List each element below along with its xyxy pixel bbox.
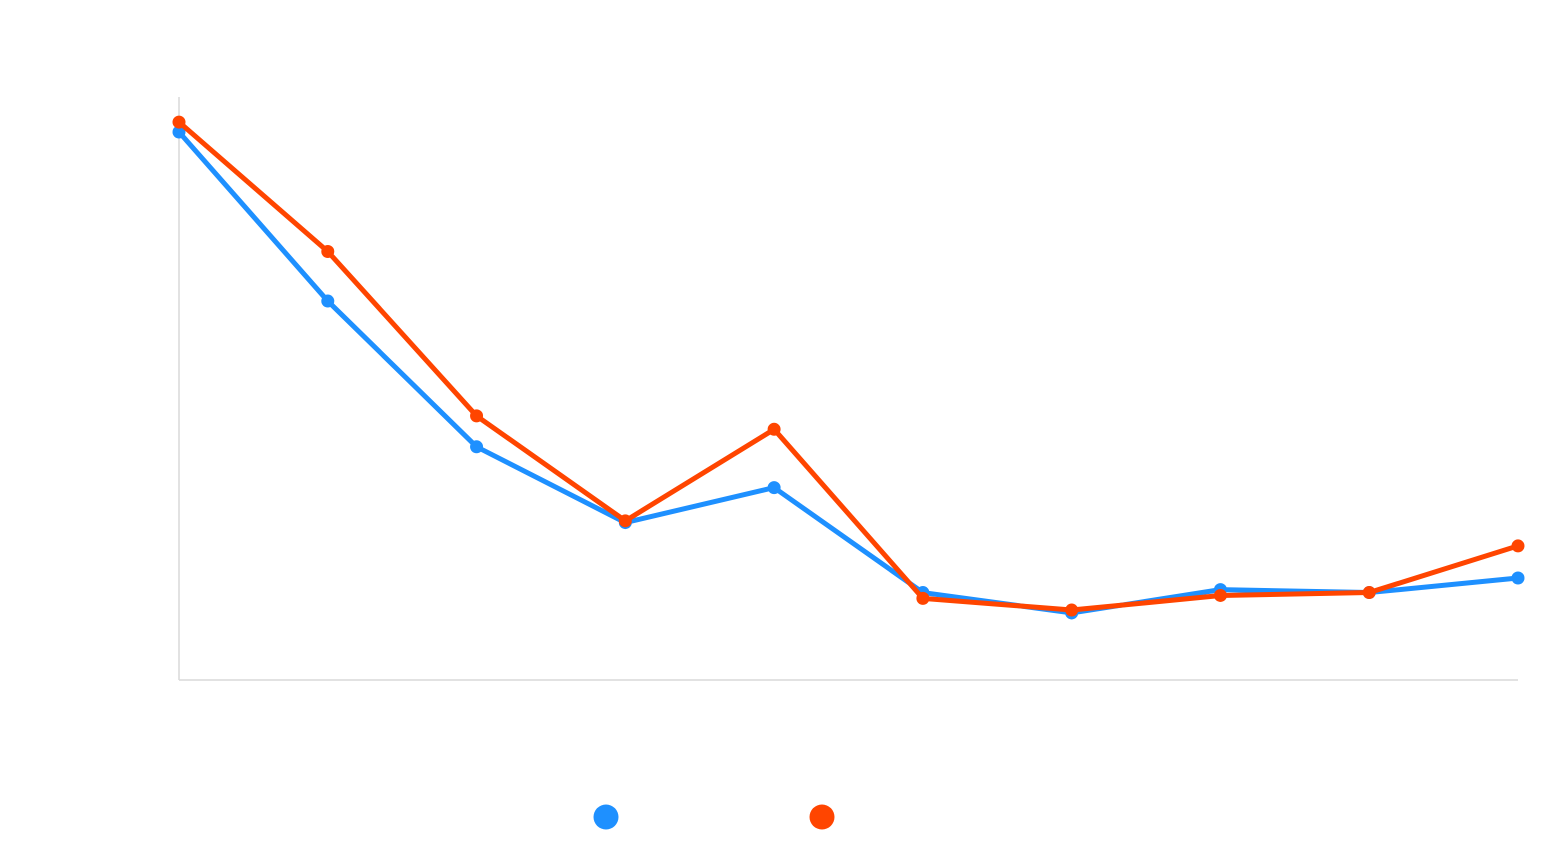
series-2-point[interactable]	[916, 591, 930, 605]
series-2-point[interactable]	[1362, 586, 1376, 600]
legend-item-1[interactable]	[593, 804, 619, 830]
series-2-point[interactable]	[1213, 588, 1227, 602]
legend-swatch-2	[809, 804, 835, 830]
series-1-point[interactable]	[1511, 571, 1525, 585]
legend-item-2[interactable]	[809, 804, 835, 830]
series-1-point[interactable]	[172, 125, 186, 139]
series-2	[172, 115, 1525, 617]
series-2-point[interactable]	[470, 409, 484, 423]
series-group	[172, 115, 1525, 620]
series-1-point[interactable]	[470, 440, 484, 454]
chart-axes	[178, 97, 1518, 681]
series-1-point[interactable]	[321, 294, 335, 308]
series-2-point[interactable]	[1511, 539, 1525, 553]
series-2-line	[176, 119, 1521, 613]
legend	[593, 804, 835, 830]
series-2-point[interactable]	[1065, 603, 1079, 617]
series-2-point[interactable]	[618, 514, 632, 528]
series-1-line	[176, 129, 1521, 616]
series-1-point[interactable]	[767, 481, 781, 495]
series-2-point[interactable]	[321, 244, 335, 258]
series-1	[172, 125, 1525, 620]
legend-swatch-1	[593, 804, 619, 830]
series-2-point[interactable]	[172, 115, 186, 129]
series-2-point[interactable]	[767, 422, 781, 436]
